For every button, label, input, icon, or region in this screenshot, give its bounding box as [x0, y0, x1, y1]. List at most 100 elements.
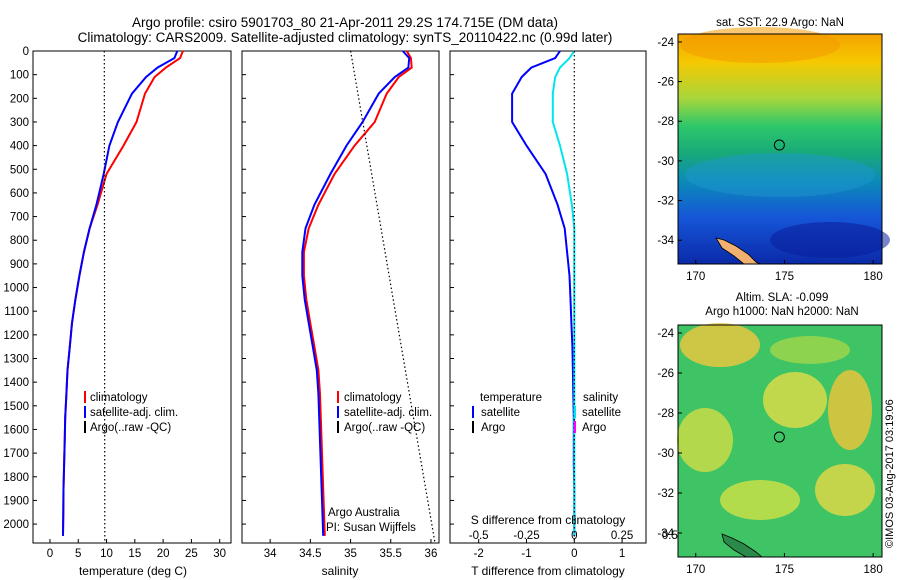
depth-tick-label: 700	[10, 212, 29, 224]
legend-label-s-satellite: satellite	[582, 407, 621, 419]
sla-patch	[763, 372, 827, 428]
x-tick-label: 25	[185, 548, 198, 560]
sst-dark-patch	[770, 222, 890, 258]
profile-location-marker	[773, 139, 785, 151]
map-x-tick-label: 180	[864, 271, 883, 283]
salinity-x-axis: 34 34.5 35 35.5 36	[264, 539, 438, 560]
legend-header-temperature: temperature	[480, 392, 542, 404]
depth-tick-label: 1600	[3, 424, 29, 436]
depth-tick-label: 100	[10, 70, 29, 82]
difference-panel-frame	[449, 50, 647, 544]
x-tick-label: 35	[344, 548, 357, 560]
legend-label-climatology: climatology	[90, 392, 148, 404]
series-line	[350, 50, 436, 544]
sla-patch	[720, 480, 800, 520]
depth-tick-label: 1300	[3, 354, 29, 366]
s-diff-tick-label: 0.5	[662, 530, 678, 542]
series-line	[62, 50, 179, 536]
s-diff-tick-label: -0.25	[513, 530, 539, 542]
sla-patch	[677, 408, 733, 472]
difference-xlabel: T difference from climatology	[471, 564, 625, 578]
profile-location-marker	[773, 431, 785, 443]
series-line	[302, 50, 413, 536]
figure-title-line2: Climatology: CARS2009. Satellite-adjuste…	[77, 30, 613, 45]
depth-tick-label: 1900	[3, 495, 29, 507]
salinity-series	[301, 50, 436, 544]
depth-tick-label: 1200	[3, 330, 29, 342]
depth-tick-label: 600	[10, 188, 29, 200]
map-y-tick-label: -34	[657, 528, 674, 540]
legend-label-s-argo: Argo	[582, 422, 606, 434]
x-tick-label: 35.5	[380, 548, 402, 560]
series-line	[62, 50, 184, 536]
s-diff-tick-label: 0.25	[611, 530, 633, 542]
sst-map-title: sat. SST: 22.9 Argo: NaN	[716, 17, 844, 29]
map-y-tick-label: -30	[657, 448, 674, 460]
salinity-panel-frame	[241, 50, 440, 544]
depth-tick-label: 1000	[3, 283, 29, 295]
x-tick-label: 1	[619, 548, 625, 560]
series-line	[103, 50, 106, 544]
depth-tick-label: 1400	[3, 377, 29, 389]
legend-label-climatology: climatology	[344, 392, 402, 404]
map-x-tick-label: 180	[864, 564, 883, 576]
map-y-tick-label: -26	[657, 77, 674, 89]
map-y-tick-label: -26	[657, 368, 674, 380]
coastline	[715, 237, 761, 265]
map-y-tick-label: -28	[657, 116, 674, 128]
x-tick-label: 30	[213, 548, 226, 560]
sla-map-frame	[677, 324, 883, 558]
temperature-xlabel: temperature (deg C)	[79, 564, 187, 578]
sla-map	[677, 323, 883, 558]
sla-patch	[680, 323, 760, 367]
s-diff-tick-label: -0.5	[469, 530, 489, 542]
map-x-tick-label: 170	[686, 271, 705, 283]
x-tick-label: -2	[474, 548, 484, 560]
depth-tick-label: 400	[10, 141, 29, 153]
depth-tick-label: 800	[10, 235, 29, 247]
x-tick-label: 36	[425, 548, 438, 560]
sst-map-axes: 170 175 180 -24 -26 -28 -30 -32 -34	[657, 37, 882, 283]
salinity-legend: climatology satellite-adj. clim. Argo(..…	[337, 391, 432, 434]
difference-x-axis: -2 -1 0 1	[474, 539, 625, 560]
sst-map	[677, 27, 890, 265]
sst-cool-patch	[685, 153, 875, 197]
temperature-panel-frame	[32, 50, 232, 544]
x-tick-label: 0	[571, 548, 577, 560]
depth-tick-label: 900	[10, 259, 29, 271]
legend-label-satellite: satellite-adj. clim.	[90, 407, 178, 419]
salinity-xlabel: salinity	[322, 564, 359, 578]
timestamp: ©IMOS 03-Aug-2017 03:19:06	[884, 399, 896, 548]
legend-label-satellite: satellite-adj. clim.	[344, 407, 432, 419]
figure-title-line1: Argo profile: csiro 5901703_80 21-Apr-20…	[131, 15, 558, 30]
x-tick-label: 20	[157, 548, 170, 560]
depth-tick-label: 1500	[3, 401, 29, 413]
x-tick-label: -1	[521, 548, 531, 560]
map-y-tick-label: -34	[657, 235, 674, 247]
legend-label-t-satellite: satellite	[481, 407, 520, 419]
sla-map-subtitle: Argo h1000: NaN h2000: NaN	[705, 306, 858, 318]
depth-tick-label: 1100	[4, 306, 29, 318]
map-y-tick-label: -24	[657, 328, 674, 340]
map-y-tick-label: -30	[657, 156, 674, 168]
sst-map-frame	[677, 33, 883, 265]
temperature-series	[62, 50, 184, 544]
depth-tick-label: 500	[10, 164, 29, 176]
sla-map-title: Altim. SLA: -0.099	[736, 292, 829, 304]
depth-axis: 0 100 200 300 400 500 600 700 800 900 1000 1100 1200…	[3, 46, 454, 531]
legend-label-argo: Argo(..raw -QC)	[90, 422, 171, 434]
legend-header-salinity: salinity	[583, 392, 618, 404]
x-tick-label: 15	[128, 548, 141, 560]
depth-tick-label: 0	[23, 46, 29, 58]
map-y-tick-label: -32	[657, 488, 674, 500]
map-x-tick-label: 175	[775, 564, 794, 576]
x-tick-label: 34	[264, 548, 277, 560]
sst-warm-patch	[680, 27, 840, 63]
sla-map-axes: 170 175 180 -24 -26 -28 -30 -32 -34	[657, 328, 882, 576]
sla-patch	[828, 370, 872, 450]
sla-patch	[770, 336, 850, 364]
map-x-tick-label: 170	[686, 564, 705, 576]
map-y-tick-label: -24	[657, 37, 674, 49]
depth-tick-label: 1800	[3, 472, 29, 484]
series-line	[511, 50, 576, 536]
